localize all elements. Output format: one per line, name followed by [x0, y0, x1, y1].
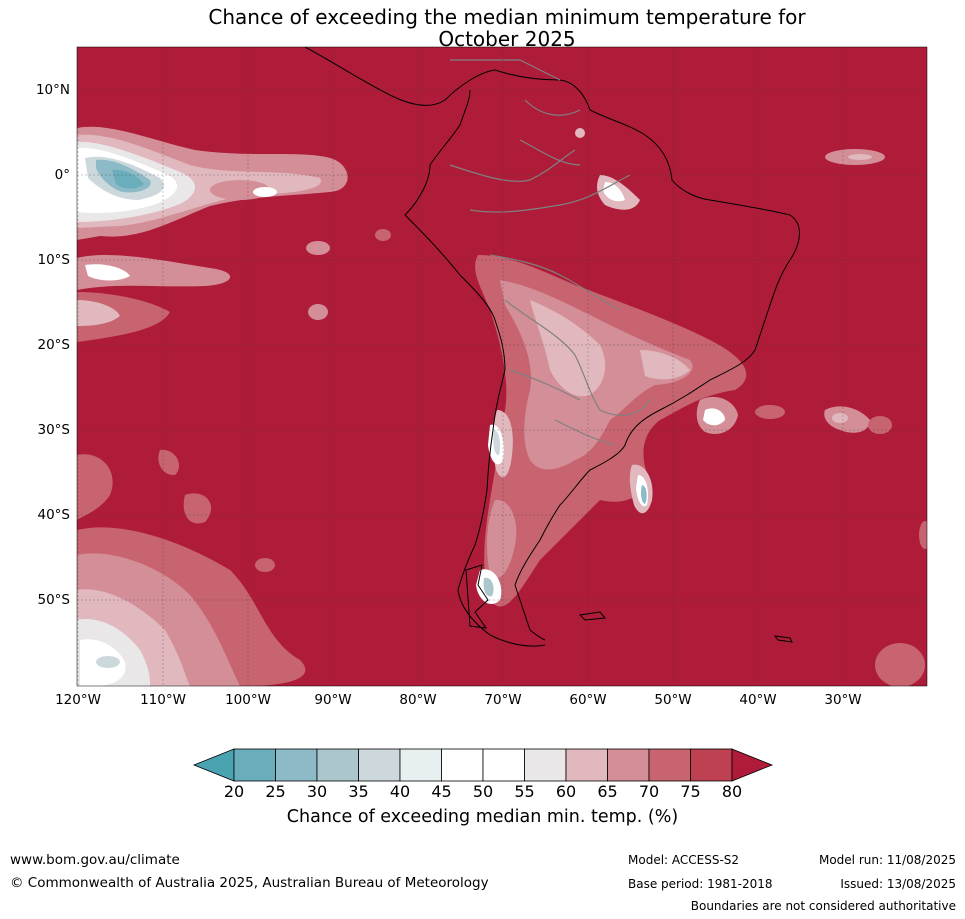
pacific-equatorial-anomaly: [77, 126, 348, 342]
chart-title-line1: Chance of exceeding the median minimum t…: [208, 5, 806, 29]
colorbar-tick-55: 55: [514, 782, 535, 801]
colorbar-over-arrow: [731, 748, 774, 782]
footer-copyright: © Commonwealth of Australia 2025, Austra…: [10, 875, 489, 891]
lon-label-80w: 80°W: [399, 692, 437, 708]
footer-disclaimer: Boundaries are not considered authoritat…: [690, 899, 956, 913]
colorbar-bin-25-30: [275, 748, 318, 782]
coastline: [304, 47, 800, 647]
colorbar: [192, 748, 774, 782]
colorbar-bin-75-80: [690, 748, 733, 782]
colorbar-bin-30-35: [316, 748, 359, 782]
lon-label-40w: 40°W: [739, 692, 777, 708]
south-pacific-anomaly: [77, 449, 306, 686]
footer-website-link[interactable]: www.bom.gov.au/climate: [10, 852, 180, 868]
colorbar-tick-30: 30: [306, 782, 328, 801]
chart-title-line2: October 2025: [438, 27, 576, 51]
map-frame: [76, 46, 928, 687]
country-boundaries: [449, 59, 651, 446]
lon-label-100w: 100°W: [225, 692, 271, 708]
colorbar-tick-60: 60: [555, 782, 577, 801]
lon-label-60w: 60°W: [569, 692, 607, 708]
lon-label-120w: 120°W: [55, 692, 101, 708]
lat-label-50s: 50°S: [37, 592, 71, 608]
graticule: [77, 47, 927, 686]
colorbar-tick-20: 20: [223, 782, 245, 801]
colorbar-bin-60-65: [565, 748, 608, 782]
continental-anomaly: [375, 128, 747, 607]
colorbar-tick-80: 80: [721, 782, 743, 801]
colorbar-tick-25: 25: [265, 782, 286, 801]
lat-label-40s: 40°S: [37, 507, 71, 523]
lon-label-70w: 70°W: [484, 692, 522, 708]
footer-base-period: Base period: 1981-2018: [628, 877, 773, 891]
colorbar-tick-40: 40: [389, 782, 411, 801]
lon-label-50w: 50°W: [654, 692, 692, 708]
lat-label-10n: 10°N: [35, 82, 70, 98]
colorbar-bin-55-60: [524, 748, 567, 782]
lat-label-30s: 30°S: [37, 422, 71, 438]
colorbar-tick-45: 45: [431, 782, 452, 801]
colorbar-bin-45-50: [441, 748, 484, 782]
colorbar-tick-65: 65: [597, 782, 618, 801]
colorbar-tick-70: 70: [638, 782, 660, 801]
colorbar-under-arrow: [192, 748, 235, 782]
footer-issued: Issued: 13/08/2025: [840, 877, 956, 891]
footer-model-run: Model run: 11/08/2025: [818, 853, 956, 867]
colorbar-tick-35: 35: [348, 782, 369, 801]
lat-label-10s: 10°S: [37, 252, 71, 268]
colorbar-bin-20-25: [233, 748, 276, 782]
colorbar-bin-70-75: [648, 748, 691, 782]
colorbar-tick-75: 75: [680, 782, 701, 801]
footer-model: Model: ACCESS-S2: [628, 853, 740, 867]
colorbar-bin-50-55: [482, 748, 525, 782]
colorbar-bin-40-45: [399, 748, 442, 782]
colorbar-bin-35-40: [358, 748, 401, 782]
colorbar-label: Chance of exceeding median min. temp. (%…: [286, 807, 679, 827]
lon-label-110w: 110°W: [140, 692, 186, 708]
lon-label-30w: 30°W: [824, 692, 862, 708]
lat-label-20s: 20°S: [37, 337, 71, 353]
colorbar-tick-50: 50: [472, 782, 494, 801]
lon-label-90w: 90°W: [314, 692, 352, 708]
colorbar-bin-65-70: [607, 748, 650, 782]
atlantic-anomaly: [696, 149, 927, 686]
lat-label-0: 0°: [54, 167, 70, 183]
